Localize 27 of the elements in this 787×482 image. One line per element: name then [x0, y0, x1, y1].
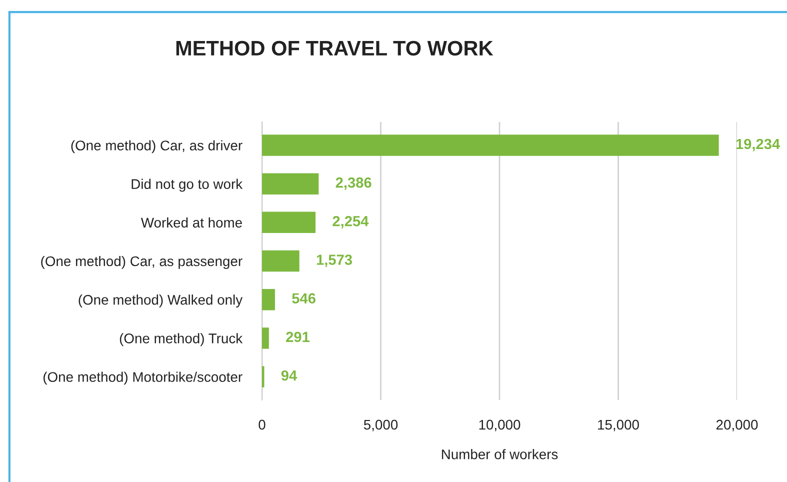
x-tick-label: 5,000	[364, 420, 398, 432]
y-tick-label: Did not go to work	[132, 178, 243, 192]
x-tick-label: 0	[258, 420, 266, 430]
y-tick-label: Worked at home	[140, 217, 242, 228]
data-label: 2,386	[336, 177, 372, 190]
data-label: 546	[292, 293, 316, 304]
x-tick-label: 10,000	[479, 420, 520, 432]
bar	[262, 328, 269, 349]
data-label: 94	[281, 370, 298, 381]
x-axis-title: Number of workers	[442, 449, 558, 460]
x-tick-label: 15,000	[598, 420, 639, 432]
data-label: 2,254	[332, 216, 369, 228]
bar	[262, 250, 300, 272]
data-label: 19,234	[736, 138, 780, 152]
y-tick-label: (One method) Car, as driver	[71, 140, 242, 154]
bar	[262, 173, 319, 194]
x-tick-label: 20,000	[716, 420, 758, 432]
bar	[262, 134, 719, 156]
y-tick-label: (One method) Motorbike/scooter	[44, 372, 242, 385]
y-tick-label: (One method) Car, as passenger	[41, 256, 242, 269]
bar	[262, 212, 316, 234]
data-label: 291	[286, 332, 310, 342]
data-label: 1,573	[316, 254, 352, 268]
y-tick-label: (One method) Walked only	[78, 294, 243, 308]
y-tick-label: (One method) Truck	[120, 333, 243, 346]
chart-title: METHOD OF TRAVEL TO WORK	[176, 40, 494, 56]
bar	[262, 288, 275, 310]
